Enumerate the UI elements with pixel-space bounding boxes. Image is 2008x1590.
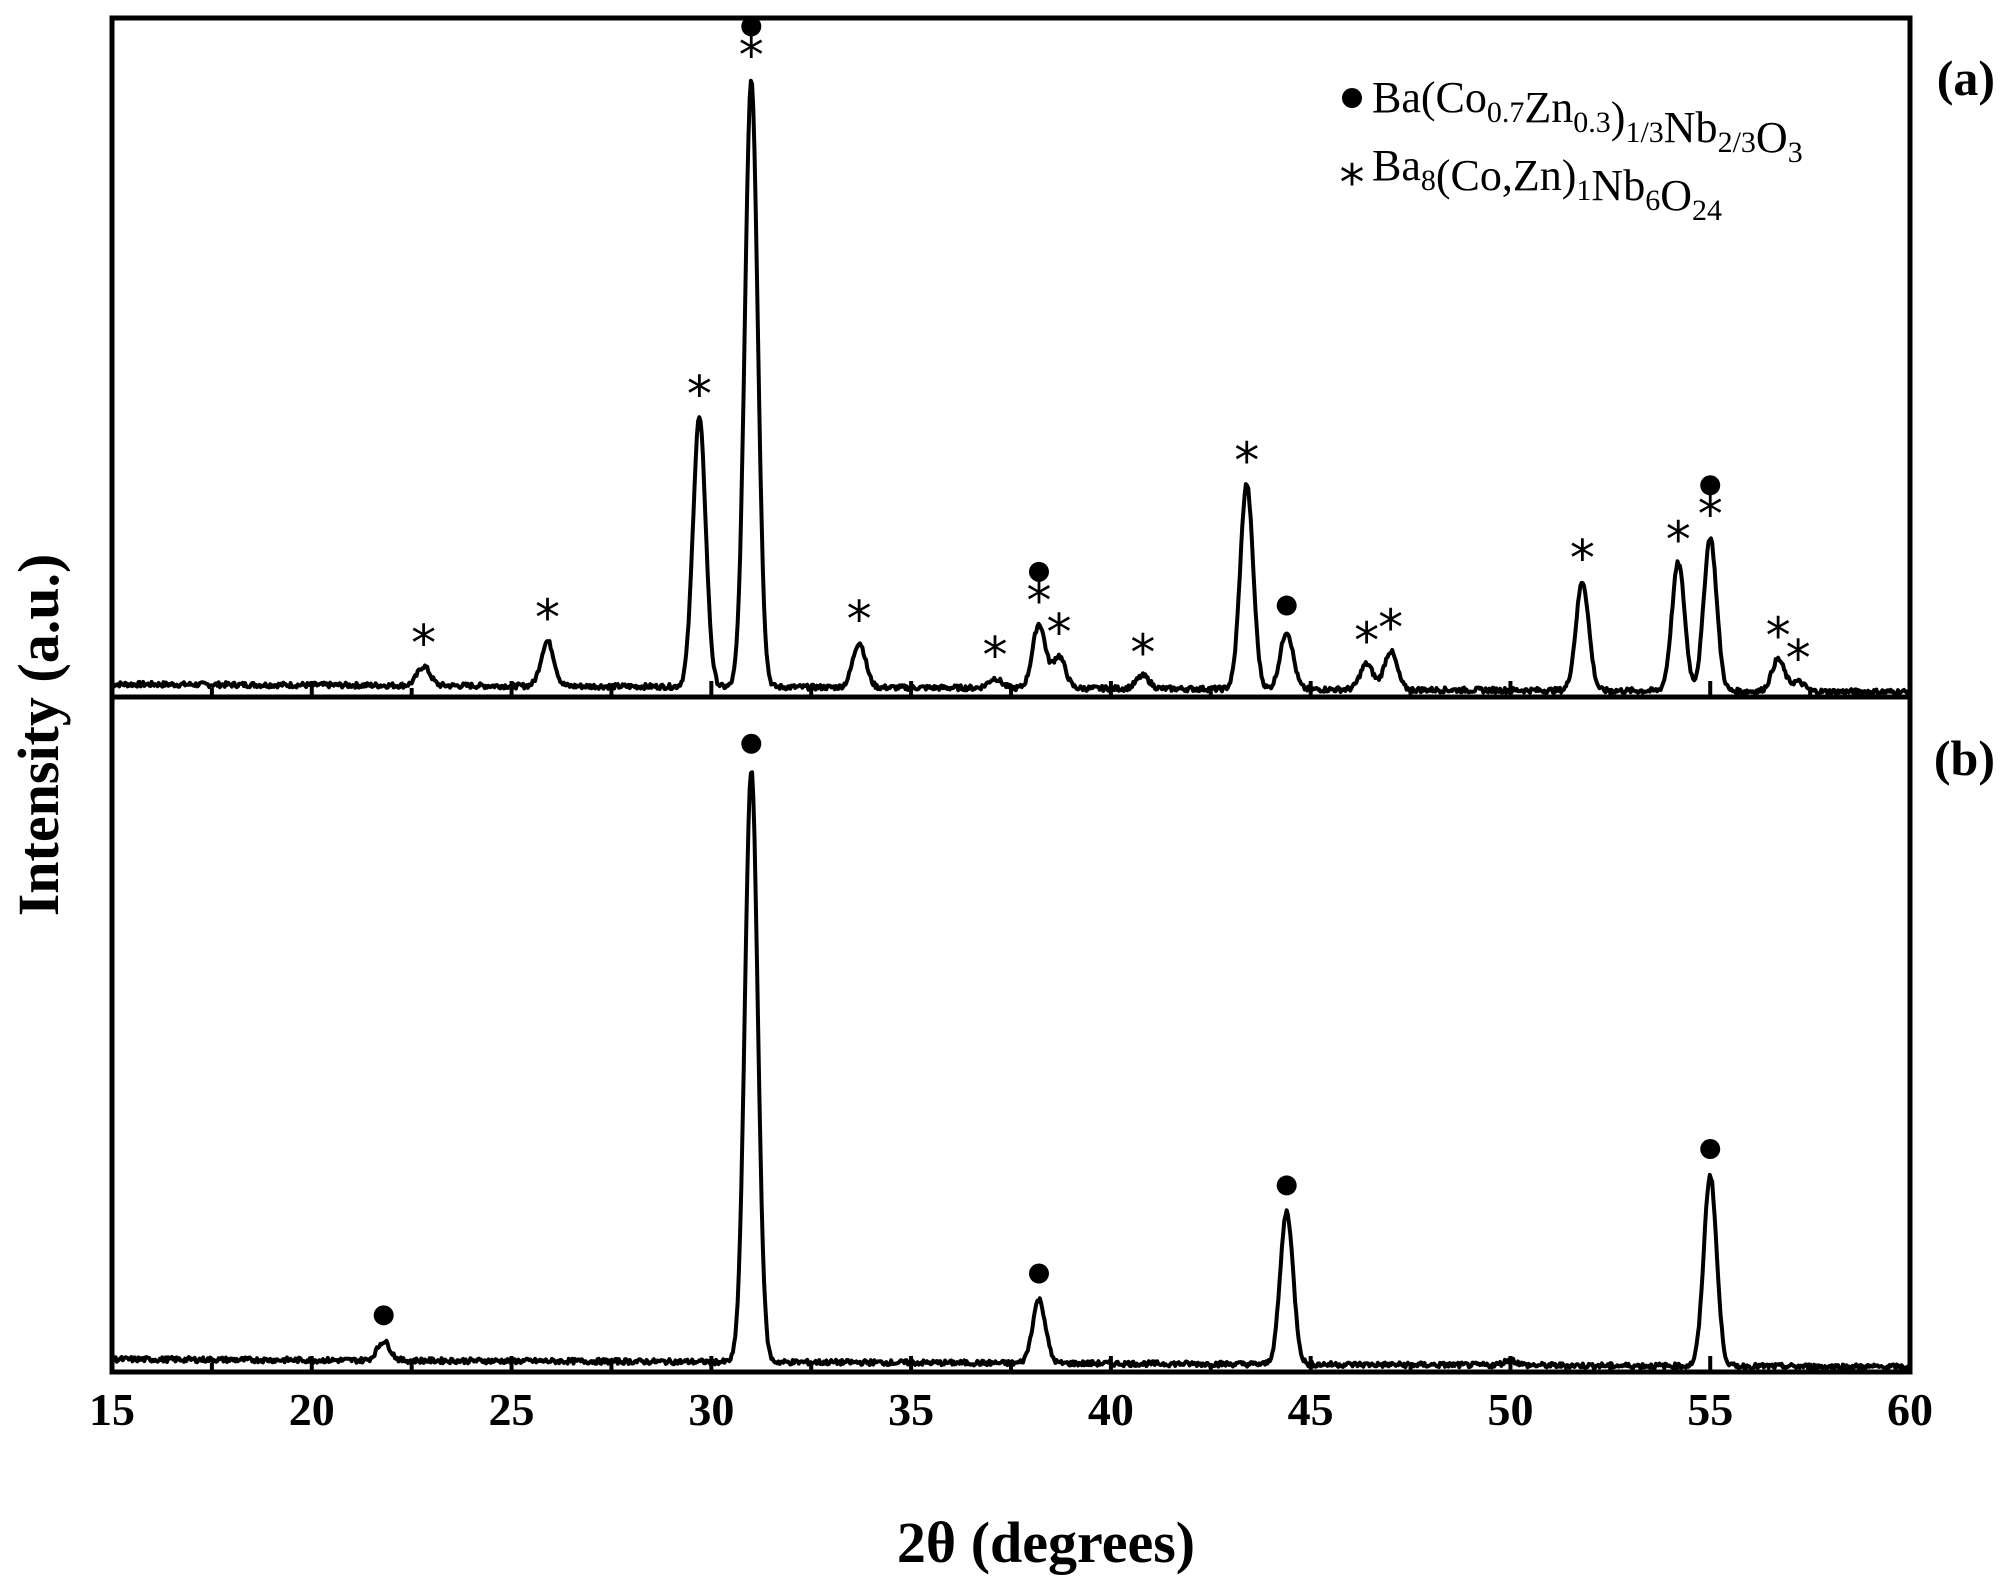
phase-marker-star: * (983, 626, 1008, 684)
x-tick-label: 20 (289, 1384, 335, 1435)
phase-marker-star: * (1234, 432, 1259, 490)
x-tick-label: 35 (888, 1384, 934, 1435)
x-axis-title: 2θ (degrees) (897, 1510, 1195, 1575)
phase-marker-star: * (535, 589, 560, 647)
phase-marker-star: * (1046, 604, 1071, 662)
panel-label: (a) (1937, 50, 1995, 106)
phase-marker-circle (1028, 1263, 1049, 1284)
y-axis-title: Intensity (a.u.) (6, 554, 71, 917)
panel-b: (b) (109, 694, 1995, 1375)
phase-marker-circle (1028, 561, 1049, 582)
legend-entry: Ba8(Co,Zn)1Nb6O24 (1372, 141, 1722, 227)
phase-marker-star: * (1666, 511, 1691, 569)
phase-marker-circle (1276, 1175, 1297, 1196)
phase-marker-star: * (687, 366, 712, 424)
phase-marker-star: * (847, 591, 872, 649)
legend-star-marker: * (1340, 154, 1365, 212)
x-tick-label: 15 (89, 1384, 135, 1435)
x-axis: 15 20 25 30 35 40 45 50 55 60 (89, 681, 1933, 1435)
panel-label: (b) (1934, 730, 1995, 786)
phase-marker-star: * (1130, 624, 1155, 682)
x-tick-label: 45 (1288, 1384, 1334, 1435)
phase-marker-circle (373, 1305, 394, 1326)
diffraction-trace (110, 770, 1911, 1372)
legend-circle-marker (1342, 88, 1362, 108)
phase-marker-circle (1700, 475, 1721, 496)
phase-marker-circle (1700, 1139, 1721, 1160)
phase-marker-star: * (1378, 599, 1403, 657)
panel-frame (109, 694, 1913, 1375)
phase-marker-circle (741, 733, 762, 754)
phase-marker-star: * (1570, 530, 1595, 588)
phase-marker-star: * (1786, 630, 1811, 688)
x-tick-label: 30 (688, 1384, 734, 1435)
phase-marker-circle (1276, 595, 1297, 616)
x-tick-label: 40 (1088, 1384, 1134, 1435)
phase-marker-circle (741, 16, 762, 37)
legend: Ba(Co0.7Zn0.3)1/3Nb2/3O3* Ba8(Co,Zn)1Nb6O… (1340, 73, 1803, 227)
x-tick-label: 25 (489, 1384, 535, 1435)
x-tick-label: 50 (1487, 1384, 1533, 1435)
x-tick-label: 55 (1687, 1384, 1733, 1435)
phase-marker-star: * (411, 614, 436, 672)
x-tick-label: 60 (1887, 1384, 1933, 1435)
phase-marker-star: * (1354, 612, 1379, 670)
legend-entry: Ba(Co0.7Zn0.3)1/3Nb2/3O3 (1372, 73, 1803, 169)
phase-marker-star: * (1766, 607, 1791, 665)
